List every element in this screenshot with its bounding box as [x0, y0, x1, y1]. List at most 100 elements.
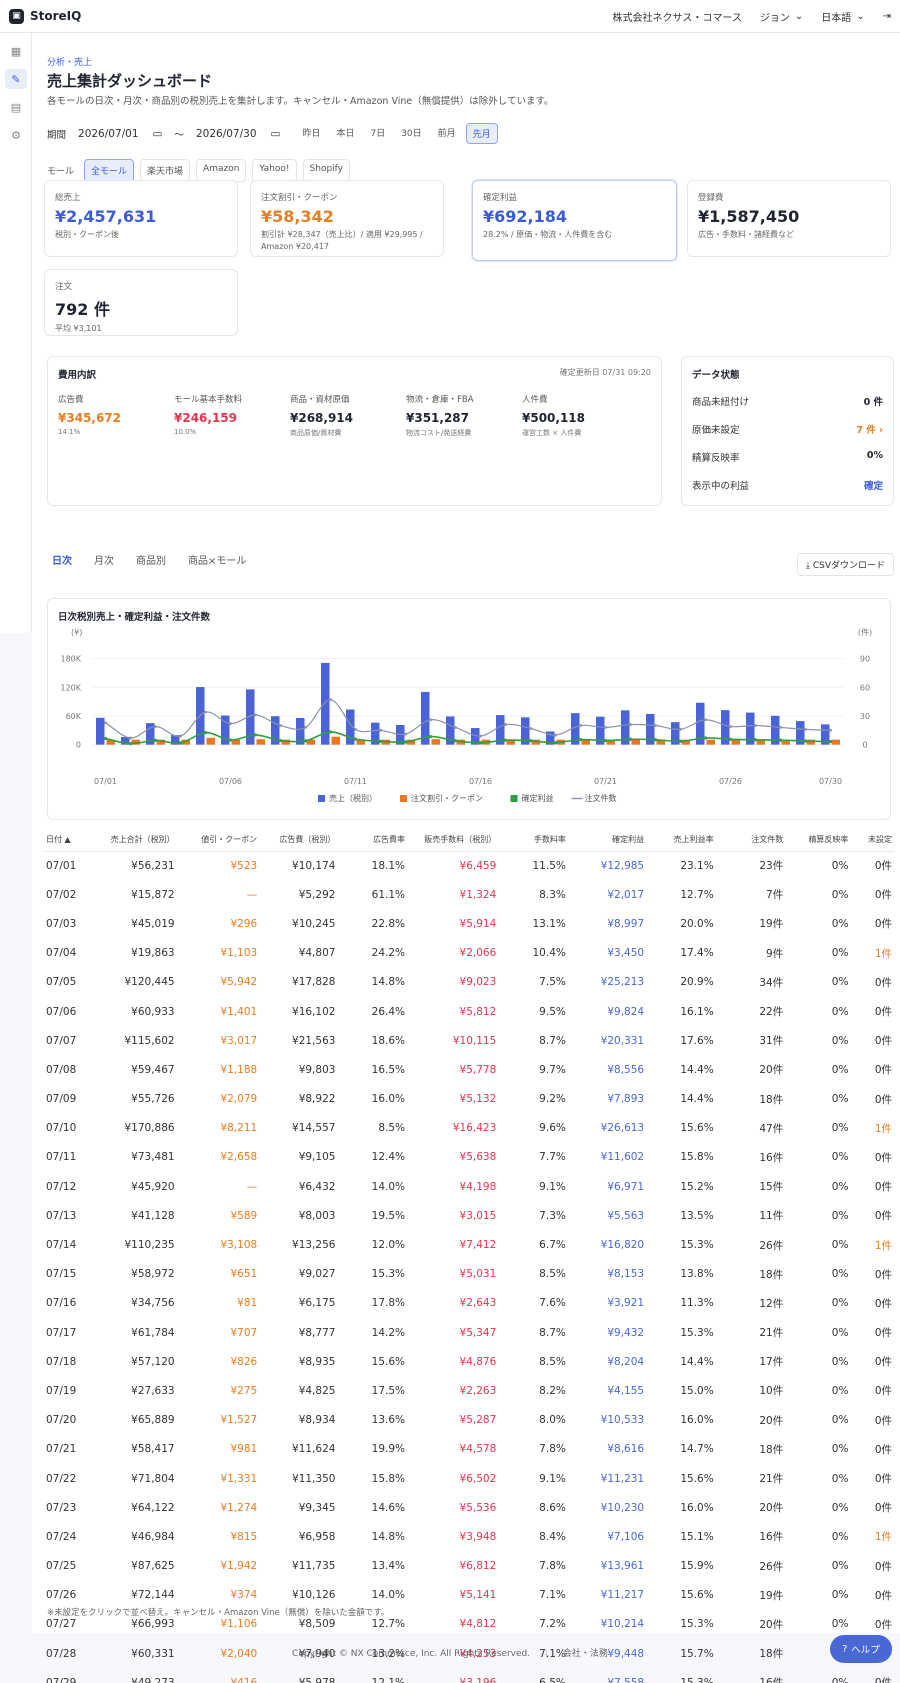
legal-link[interactable]: 会社・法務: [562, 1649, 608, 1659]
table-row[interactable]: 07/17 ¥61,784 ¥707 ¥8,777 14.2% ¥5,347 8.7% ¥9,…: [44, 1318, 894, 1347]
column-header[interactable]: 精算反映率: [785, 829, 851, 852]
table-cell[interactable]: 0件: [874, 1502, 892, 1515]
table-cell[interactable]: 1件: [874, 1239, 892, 1252]
table-cell[interactable]: 0件: [874, 860, 892, 873]
table-row[interactable]: 07/12 ¥45,920 — ¥6,432 14.0% ¥4,198 9.1% ¥6,971…: [44, 1172, 894, 1201]
tab-2[interactable]: 商品別: [136, 556, 166, 567]
table-cell[interactable]: 0件: [874, 1181, 892, 1194]
table-row[interactable]: 07/03 ¥45,019 ¥296 ¥10,245 22.8% ¥5,914 13.1% ¥…: [44, 909, 894, 938]
table-cell[interactable]: 0件: [874, 918, 892, 931]
preset-chip[interactable]: 昨日: [302, 129, 321, 139]
language-menu[interactable]: 日本語 ⌄: [821, 9, 864, 24]
kpi-fees[interactable]: 登録費 ¥1,587,450 広告・手数料・諸経費など: [687, 180, 891, 257]
column-header[interactable]: 手数料率: [498, 829, 568, 852]
date-to-input[interactable]: 2026/07/30 ▭: [192, 126, 284, 142]
app-logo-icon[interactable]: ▣: [9, 8, 24, 24]
column-header[interactable]: 日付 ▲: [44, 829, 94, 852]
table-row[interactable]: 07/11 ¥73,481 ¥2,658 ¥9,105 12.4% ¥5,638 7.7% ¥…: [44, 1143, 894, 1172]
table-cell[interactable]: 0件: [874, 1618, 892, 1631]
gear-icon[interactable]: ⚙: [11, 128, 21, 142]
table-row[interactable]: 07/19 ¥27,633 ¥275 ¥4,825 17.5% ¥2,263 8.2% ¥4,…: [44, 1376, 894, 1405]
table-row[interactable]: 07/10 ¥170,886 ¥8,211 ¥14,557 8.5% ¥16,423 9.6…: [44, 1114, 894, 1143]
table-row[interactable]: 07/15 ¥58,972 ¥651 ¥9,027 15.3% ¥5,031 8.5% ¥8,…: [44, 1260, 894, 1289]
column-header[interactable]: 未設定: [850, 829, 894, 852]
table-cell[interactable]: 0件: [874, 1385, 892, 1398]
table-cell[interactable]: 0件: [874, 1035, 892, 1048]
table-cell[interactable]: 1件: [874, 1531, 892, 1544]
table-row[interactable]: 07/02 ¥15,872 — ¥5,292 61.1% ¥1,324 8.3% ¥2,017…: [44, 880, 894, 909]
table-cell[interactable]: 0件: [874, 976, 892, 989]
tab-3[interactable]: 商品×モール: [188, 556, 247, 567]
grid-icon[interactable]: ▦: [10, 44, 22, 58]
column-header[interactable]: 売上合計（税別）: [94, 829, 177, 852]
table-cell[interactable]: 1件: [874, 947, 892, 960]
store-icon[interactable]: ▤: [10, 100, 22, 114]
sales-analytics-icon[interactable]: ✎: [5, 69, 27, 89]
table-row[interactable]: 07/16 ¥34,756 ¥81 ¥6,175 17.8% ¥2,643 7.6% ¥3,9…: [44, 1289, 894, 1318]
table-cell[interactable]: 0件: [874, 1327, 892, 1340]
table-row[interactable]: 07/14 ¥110,235 ¥3,108 ¥13,256 12.0% ¥7,412 6.7…: [44, 1230, 894, 1259]
preset-chip[interactable]: 先月: [465, 123, 498, 144]
table-cell[interactable]: 0件: [874, 1210, 892, 1223]
preset-chip[interactable]: 30日: [401, 129, 422, 139]
preset-chip[interactable]: 7日: [370, 129, 386, 139]
table-row[interactable]: 07/23 ¥64,122 ¥1,274 ¥9,345 14.6% ¥5,536 8.6% ¥…: [44, 1493, 894, 1522]
mall-chip[interactable]: 楽天市場: [140, 159, 191, 182]
table-cell[interactable]: 0件: [874, 1473, 892, 1486]
kpi-orders[interactable]: 注文 792 件 平均 ¥3,101: [44, 269, 238, 336]
kpi-total-sales[interactable]: 総売上 ¥2,457,631 税別・クーポン後: [44, 180, 238, 257]
data-status-row[interactable]: 原価未設定 7 件 ›: [692, 422, 883, 436]
table-cell[interactable]: 0件: [874, 1093, 892, 1106]
table-cell[interactable]: 0件: [874, 1064, 892, 1077]
user-menu[interactable]: ジョン ⌄: [760, 9, 803, 24]
mall-chip[interactable]: Shopify: [302, 159, 351, 182]
kpi-confirmed-profit[interactable]: 確定利益 ¥692,184 28.2% / 原価・物流・人件費を含む: [472, 180, 677, 261]
column-header[interactable]: 販売手数料（税別）: [407, 829, 499, 852]
table-cell[interactable]: 0件: [874, 1151, 892, 1164]
table-row[interactable]: 07/05 ¥120,445 ¥5,942 ¥17,828 14.8% ¥9,023 7.5…: [44, 968, 894, 997]
column-header[interactable]: 値引・クーポン: [176, 829, 260, 852]
table-row[interactable]: 07/26 ¥72,144 ¥374 ¥10,126 14.0% ¥5,141 7.1% ¥1…: [44, 1581, 894, 1610]
table-cell[interactable]: 0件: [850, 1668, 894, 1683]
table-row[interactable]: 07/29 ¥49,273 ¥416 ¥5,978 12.1% ¥3,196 6.5% ¥7,…: [44, 1668, 894, 1683]
breadcrumb[interactable]: 分析・売上: [47, 58, 93, 68]
table-row[interactable]: 07/13 ¥41,128 ¥589 ¥8,003 19.5% ¥3,015 7.3% ¥5,…: [44, 1201, 894, 1230]
table-row[interactable]: 07/06 ¥60,933 ¥1,401 ¥16,102 26.4% ¥5,812 9.5%…: [44, 997, 894, 1026]
table-row[interactable]: 07/04 ¥19,863 ¥1,103 ¥4,807 24.2% ¥2,066 10.4%…: [44, 939, 894, 968]
table-row[interactable]: 07/21 ¥58,417 ¥981 ¥11,624 19.9% ¥4,578 7.8% ¥8…: [44, 1435, 894, 1464]
table-cell[interactable]: 0件: [874, 1356, 892, 1369]
table-cell[interactable]: 0件: [874, 1268, 892, 1281]
table-row[interactable]: 07/07 ¥115,602 ¥3,017 ¥21,563 18.6% ¥10,115 8.…: [44, 1026, 894, 1055]
table-row[interactable]: 07/01 ¥56,231 ¥523 ¥10,174 18.1% ¥6,459 11.5% ¥…: [44, 851, 894, 880]
table-cell[interactable]: 0件: [874, 889, 892, 902]
table-cell[interactable]: 0件: [874, 1414, 892, 1427]
table-cell[interactable]: 0件: [874, 1297, 892, 1310]
mall-chip[interactable]: Yahoo!: [252, 159, 297, 182]
table-row[interactable]: 07/09 ¥55,726 ¥2,079 ¥8,922 16.0% ¥5,132 9.2% ¥…: [44, 1085, 894, 1114]
table-cell[interactable]: 0件: [874, 1589, 892, 1602]
table-row[interactable]: 07/18 ¥57,120 ¥826 ¥8,935 15.6% ¥4,876 8.5% ¥8,…: [44, 1347, 894, 1376]
column-header[interactable]: 広告費（税別）: [259, 829, 338, 852]
table-row[interactable]: 07/22 ¥71,804 ¥1,331 ¥11,350 15.8% ¥6,502 9.1%…: [44, 1464, 894, 1493]
table-row[interactable]: 07/24 ¥46,984 ¥815 ¥6,958 14.8% ¥3,948 8.4% ¥7,…: [44, 1522, 894, 1551]
table-cell[interactable]: 0件: [874, 1443, 892, 1456]
tab-0[interactable]: 日次: [52, 556, 72, 567]
column-header[interactable]: 広告費率: [337, 829, 407, 852]
column-header[interactable]: 確定利益: [567, 829, 647, 852]
help-button[interactable]: ? ヘルプ: [830, 1635, 892, 1663]
preset-chip[interactable]: 本日: [336, 129, 355, 139]
table-row[interactable]: 07/08 ¥59,467 ¥1,188 ¥9,803 16.5% ¥5,778 9.7% ¥…: [44, 1055, 894, 1084]
mall-chip[interactable]: Amazon: [196, 159, 247, 182]
table-cell[interactable]: 1件: [874, 1122, 892, 1135]
mall-chip[interactable]: 全モール: [84, 159, 135, 182]
table-cell[interactable]: 0件: [874, 1006, 892, 1019]
kpi-discount[interactable]: 注文割引・クーポン ¥58,342 割引計 ¥28,347（売上比）/ 適用 ¥…: [250, 180, 444, 257]
column-header[interactable]: 注文件数: [715, 829, 786, 852]
csv-download-button[interactable]: ⤓ CSVダウンロード: [797, 553, 894, 576]
date-from-input[interactable]: 2026/07/01 ▭: [74, 126, 166, 142]
table-row[interactable]: 07/27 ¥66,993 ¥1,106 ¥8,509 12.7% ¥4,812 7.2% ¥…: [44, 1610, 894, 1639]
preset-chip[interactable]: 前月: [437, 129, 456, 139]
table-row[interactable]: 07/20 ¥65,889 ¥1,527 ¥8,934 13.6% ¥5,287 8.0% ¥…: [44, 1406, 894, 1435]
calendar-icon[interactable]: ▭: [270, 127, 281, 140]
logout-icon[interactable]: ⇥: [882, 10, 891, 22]
